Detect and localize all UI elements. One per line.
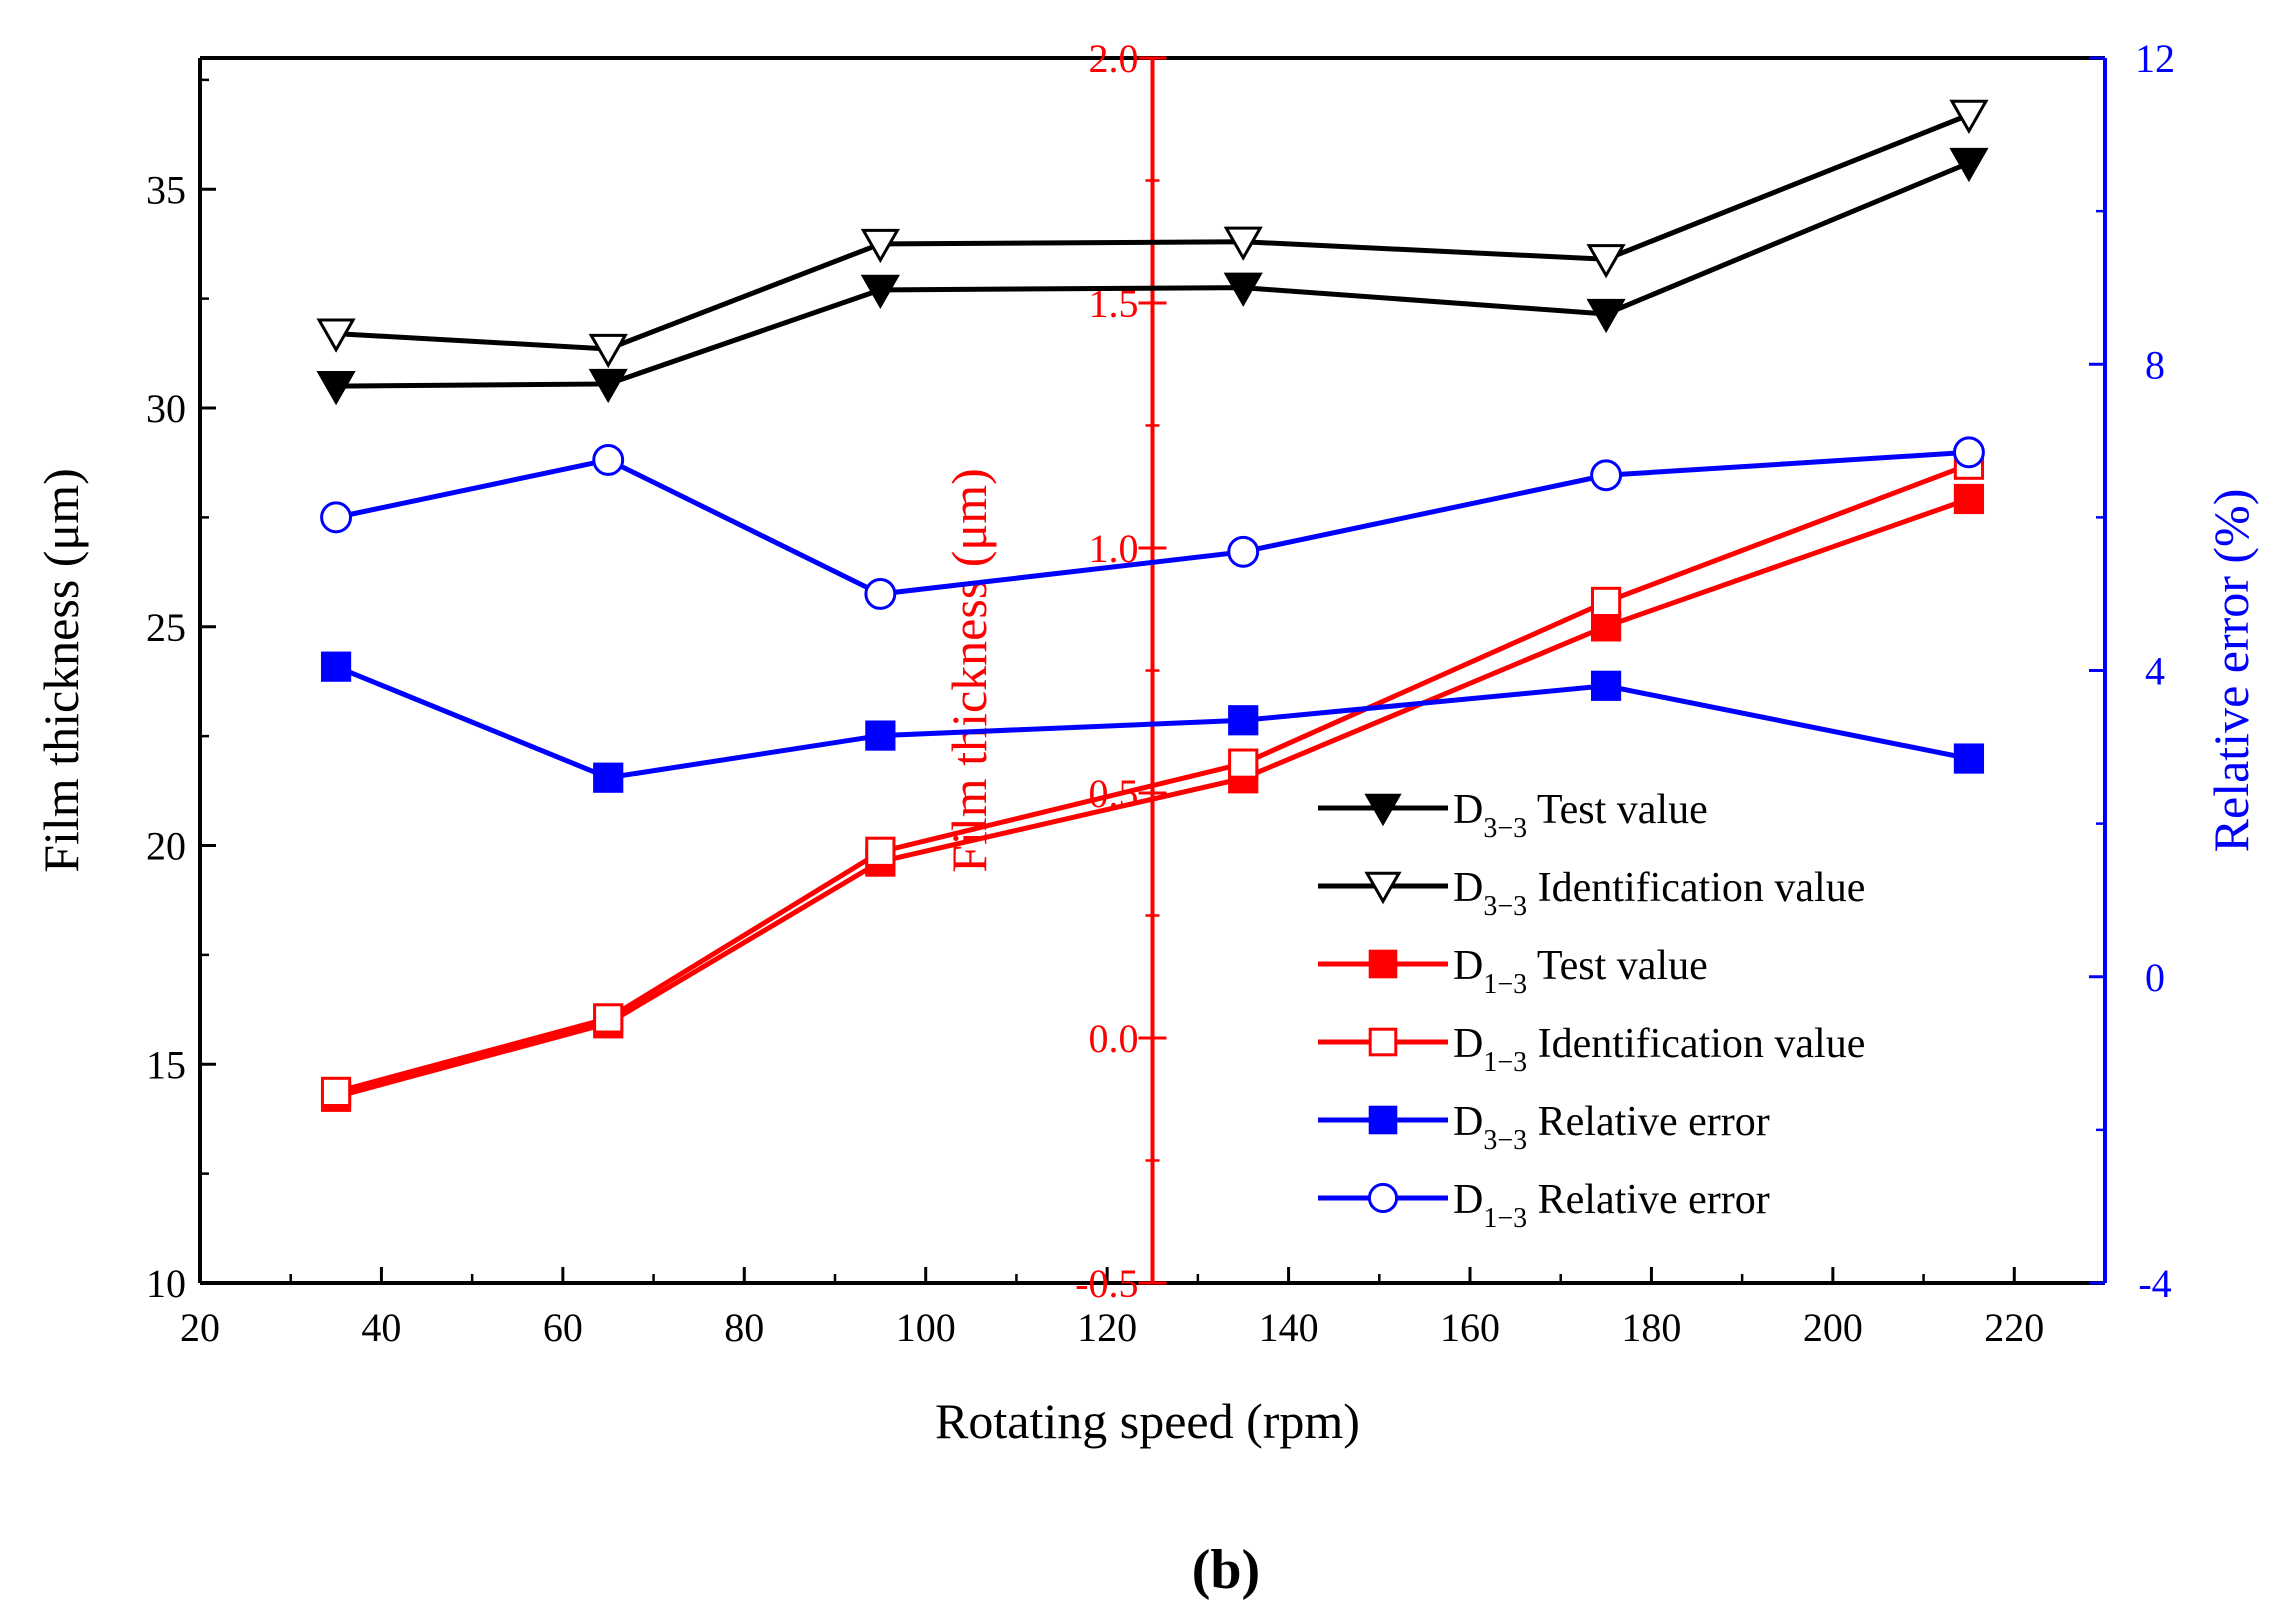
left-tick-label: 10 — [146, 1261, 186, 1306]
series-5-point — [864, 577, 897, 610]
legend-item-5: D1−3 Relative error — [1318, 1177, 1770, 1234]
left-tick-label: 30 — [146, 386, 186, 431]
series-4-point — [593, 762, 624, 793]
series-1-point — [588, 333, 628, 369]
series-3 — [320, 449, 1985, 1108]
legend-marker — [1368, 1105, 1398, 1135]
legend-marker — [1368, 1027, 1398, 1057]
series-4 — [320, 651, 1985, 793]
series-0-line — [336, 160, 1970, 389]
series-5-point — [1227, 535, 1260, 568]
series-5-point — [1590, 459, 1623, 492]
series-4-point — [865, 720, 896, 751]
right-axis-title: Relative error (%) — [2203, 489, 2259, 853]
right-tick-label: -4 — [2138, 1261, 2171, 1306]
series-5-point — [1952, 436, 1985, 469]
series-0-point — [1586, 298, 1626, 334]
right-tick-label: 4 — [2145, 649, 2165, 694]
x-tick-label: 200 — [1803, 1305, 1863, 1350]
series-3-line — [335, 462, 1970, 1095]
legend-marker — [1364, 871, 1402, 905]
middle-tick-label: 2.0 — [1089, 36, 1139, 81]
x-tick-label: 160 — [1440, 1305, 1500, 1350]
series-5-line — [335, 449, 1970, 597]
series-0-point — [588, 368, 628, 404]
series-5-point — [592, 444, 625, 476]
series-layer — [316, 99, 1989, 1112]
legend-label: D3−3 Test value — [1453, 787, 1708, 844]
legend-label: D1−3 Relative error — [1453, 1177, 1770, 1234]
legend-item-4: D3−3 Relative error — [1318, 1099, 1770, 1156]
middle-axis-title: Film thickness (μm) — [941, 468, 997, 873]
series-3-point — [593, 1003, 624, 1034]
legend-marker — [1364, 793, 1402, 827]
x-tick-label: 100 — [896, 1305, 956, 1350]
legend: D3−3 Test value D3−3 Identification value… — [1318, 787, 1865, 1234]
left-tick-label: 25 — [146, 605, 186, 650]
series-3-point — [1590, 586, 1622, 617]
x-tick-label: 80 — [724, 1305, 764, 1350]
x-tick-label: 120 — [1077, 1305, 1137, 1350]
series-1-point — [316, 318, 356, 353]
series-4-point — [1953, 743, 1985, 774]
series-0-point — [1223, 272, 1263, 307]
series-4-line — [335, 664, 1970, 781]
series-1-point — [1223, 226, 1263, 261]
series-3-point — [320, 1076, 352, 1108]
left-tick-label: 35 — [146, 167, 186, 212]
panel-label: (b) — [1192, 1539, 1260, 1601]
series-0-point — [1949, 147, 1989, 183]
legend-item-0: D3−3 Test value — [1318, 787, 1708, 844]
series-3-point — [865, 836, 896, 867]
x-tick-label: 180 — [1621, 1305, 1681, 1350]
series-4-point — [1228, 705, 1259, 736]
middle-tick-label: 0.0 — [1089, 1016, 1139, 1061]
series-2-line — [335, 496, 1970, 1100]
series-1-point — [1949, 99, 1989, 135]
series-1-point — [860, 228, 900, 264]
series-0-point — [860, 274, 900, 310]
x-axis-title: Rotating speed (rpm) — [935, 1393, 1360, 1449]
right-tick-label: 8 — [2145, 342, 2165, 387]
x-tick-label: 140 — [1259, 1305, 1319, 1350]
legend-label: D3−3 Relative error — [1453, 1099, 1770, 1156]
series-1 — [316, 99, 1989, 369]
series-5-point — [320, 501, 353, 534]
middle-tick-label: -0.5 — [1075, 1261, 1138, 1306]
legend-label: D3−3 Identification value — [1453, 865, 1865, 922]
legend-item-3: D1−3 Identification value — [1318, 1021, 1865, 1078]
series-2-point — [1953, 483, 1985, 515]
legend-marker — [1367, 1182, 1399, 1214]
series-4-point — [1590, 670, 1622, 701]
left-tick-label: 15 — [146, 1042, 186, 1087]
x-tick-label: 40 — [361, 1305, 401, 1350]
series-3-point — [1228, 748, 1259, 779]
right-tick-label: 12 — [2135, 36, 2175, 81]
legend-item-1: D3−3 Identification value — [1318, 865, 1865, 922]
series-1-line — [335, 112, 1970, 352]
right-tick-label: 0 — [2145, 955, 2165, 1000]
x-tick-label: 220 — [1984, 1305, 2044, 1350]
series-0 — [316, 147, 1989, 406]
series-4-point — [320, 651, 352, 682]
left-tick-label: 20 — [146, 824, 186, 869]
series-5 — [320, 436, 1985, 610]
legend-label: D1−3 Identification value — [1453, 1021, 1865, 1078]
series-1-point — [1586, 244, 1626, 279]
left-axis-title: Film thickness (μm) — [33, 468, 89, 873]
x-tick-label: 20 — [180, 1305, 220, 1350]
x-tick-label: 60 — [543, 1305, 583, 1350]
legend-label: D1−3 Test value — [1453, 943, 1708, 1000]
series-0-point — [316, 371, 356, 406]
legend-item-2: D1−3 Test value — [1318, 943, 1708, 1000]
legend-marker — [1368, 949, 1398, 979]
